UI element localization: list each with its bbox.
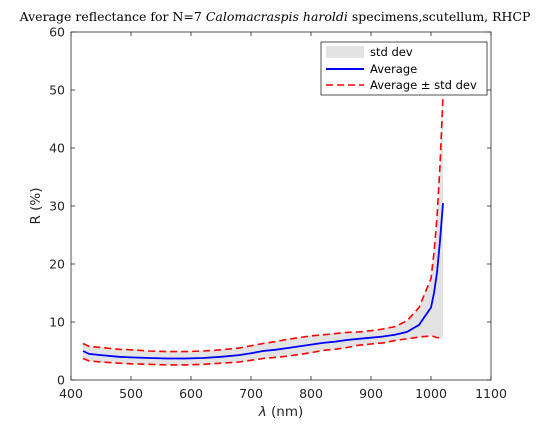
y-axis-label: R (%) [28, 187, 44, 224]
average-line [82, 203, 444, 360]
x-axis-label: λ (nm) [258, 404, 304, 420]
x-tick-label: 700 [239, 386, 263, 401]
x-tick-label: 800 [299, 386, 323, 401]
x-axis-unit: (nm) [267, 404, 304, 420]
x-tick-label: 600 [179, 386, 203, 401]
legend-average-label: Average [370, 62, 417, 76]
y-tick-label: 40 [49, 141, 65, 156]
y-tick-label: 30 [49, 199, 65, 214]
y-tick-label: 10 [49, 315, 65, 330]
title-prefix: Average reflectance for N=7 [19, 9, 206, 24]
legend-std-label: std dev [370, 45, 413, 59]
title-species: Calomacraspis haroldi [206, 9, 348, 24]
x-tick-label: 500 [119, 386, 143, 401]
y-tick-label: 20 [49, 257, 65, 272]
chart-title: Average reflectance for N=7 Calomacraspi… [19, 9, 531, 24]
legend-std-swatch [326, 46, 364, 58]
legend: std dev Average Average ± std dev [320, 41, 488, 96]
x-tick-label: 1000 [415, 386, 447, 401]
y-tick-label: 0 [57, 373, 65, 388]
x-axis-symbol: λ [258, 404, 267, 420]
upper-bound-line [82, 95, 444, 353]
y-tick-label: 60 [49, 25, 65, 40]
x-tick-label: 400 [59, 386, 83, 401]
y-axis: 0 10 20 30 40 50 60 [49, 25, 491, 388]
x-axis: 400 500 600 700 800 900 1000 1100 [59, 32, 507, 401]
y-tick-label: 50 [49, 83, 65, 98]
x-tick-label: 900 [359, 386, 383, 401]
title-suffix: specimens,scutellum, RHCP [348, 9, 531, 24]
legend-bounds-label: Average ± std dev [370, 78, 477, 92]
std-dev-band [83, 95, 443, 365]
x-tick-label: 1100 [475, 386, 507, 401]
lower-bound-line [82, 335, 444, 366]
